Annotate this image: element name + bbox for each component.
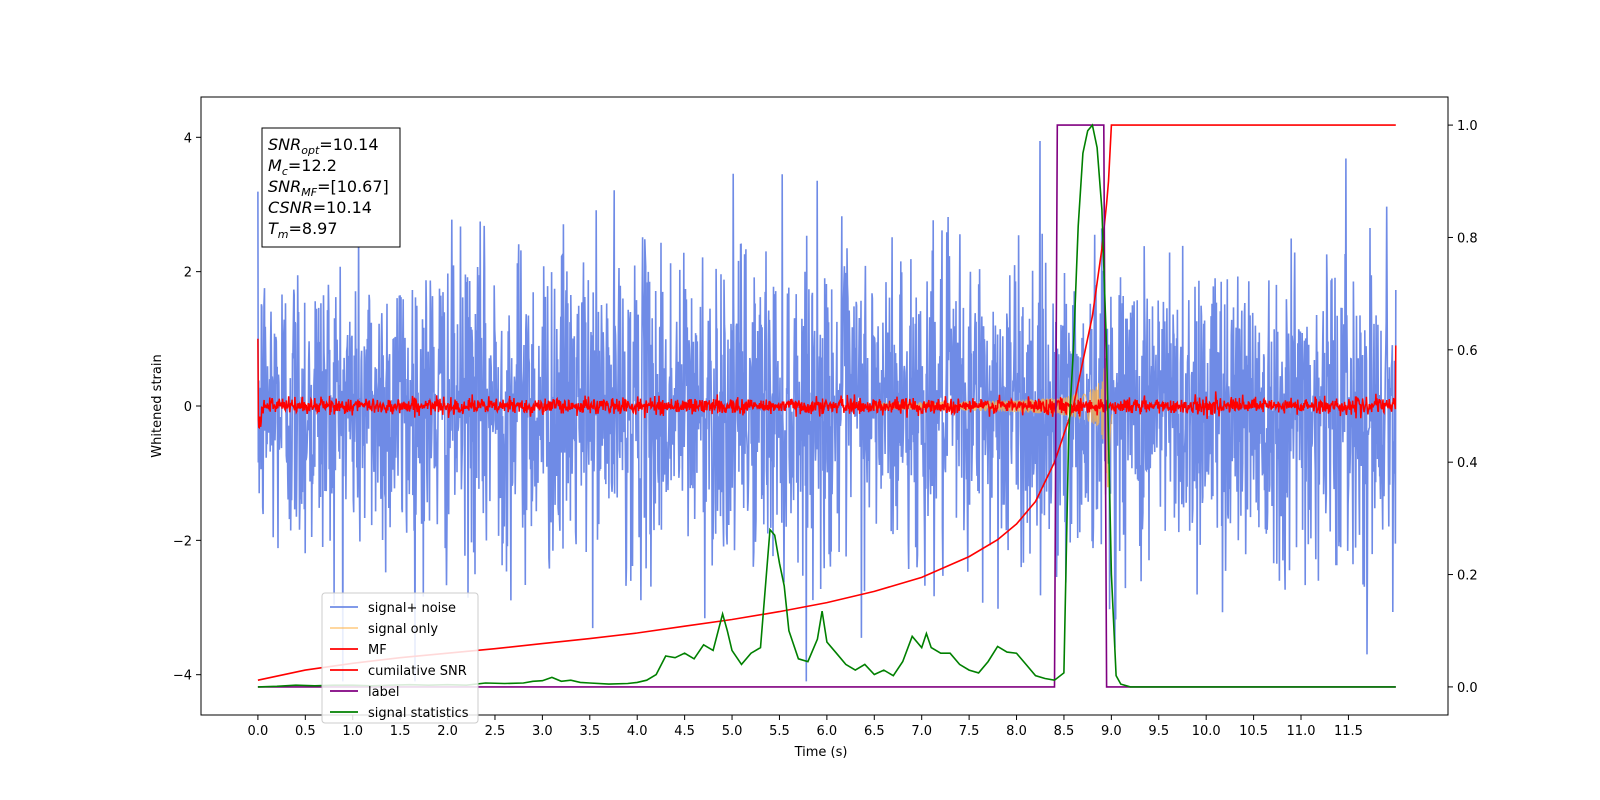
y-right-tick-label: 0.0: [1457, 681, 1478, 696]
y-right-tick-label: 0.4: [1457, 456, 1478, 471]
legend-label: cumilative SNR: [368, 664, 467, 679]
x-tick-label: 2.0: [437, 724, 458, 739]
x-tick-label: 9.5: [1148, 724, 1169, 739]
x-tick-label: 10.5: [1239, 724, 1268, 739]
x-tick-label: 8.0: [1006, 724, 1027, 739]
x-tick-label: 7.0: [911, 724, 932, 739]
x-tick-label: 8.5: [1054, 724, 1075, 739]
legend-label: label: [368, 685, 399, 700]
legend-label: signal+ noise: [368, 601, 456, 616]
y-right-tick-label: 0.6: [1457, 344, 1478, 359]
x-tick-label: 0.0: [248, 724, 269, 739]
y-left-tick-label: −2: [173, 534, 192, 549]
annotation-box: SNRopt=10.14Mc=12.2SNRMF=[10.67]CSNR=10.…: [261, 127, 401, 248]
annotation-line: Mc=12.2: [268, 156, 337, 178]
x-tick-label: 9.0: [1101, 724, 1122, 739]
legend: signal+ noise signal only MF cumilative SNR…: [321, 592, 479, 724]
x-tick-label: 4.5: [674, 724, 695, 739]
y-right-tick-label: 1.0: [1457, 119, 1478, 134]
x-tick-label: 2.5: [485, 724, 506, 739]
x-axis: 0.0 0.5 1.0 1.5 2.0 2.5 3.0 3.5 4.0 4.5 5.0 5.5 6.0 6…: [248, 715, 1363, 739]
y-left-tick-label: 4: [184, 131, 192, 146]
y-right-tick-label: 0.8: [1457, 231, 1478, 246]
annotation-line: CSNR=10.14: [268, 198, 372, 217]
annotation-line: Tm=8.97: [268, 219, 338, 241]
x-tick-label: 0.5: [295, 724, 316, 739]
annotation-line: SNRMF=[10.67]: [268, 177, 389, 199]
series-signal-noise: [257, 140, 1397, 682]
x-tick-label: 1.0: [342, 724, 363, 739]
series-signal-statistics: [257, 123, 1396, 688]
x-tick-label: 3.5: [579, 724, 600, 739]
y-axis-left: −4 −2 0 2 4: [173, 131, 201, 684]
x-tick-label: 10.0: [1192, 724, 1221, 739]
x-tick-label: 4.0: [627, 724, 648, 739]
legend-label: signal only: [368, 622, 438, 637]
annotation-line: SNRopt=10.14: [268, 135, 379, 157]
series-mf: [257, 338, 1397, 430]
y-right-tick-label: 0.2: [1457, 569, 1478, 584]
y-axis-label: Whitened strain: [150, 354, 165, 457]
y-left-tick-label: 2: [184, 266, 192, 281]
x-tick-label: 5.0: [722, 724, 743, 739]
x-tick-label: 7.5: [959, 724, 980, 739]
x-tick-label: 11.0: [1287, 724, 1316, 739]
x-tick-label: 6.5: [864, 724, 885, 739]
x-axis-label: Time (s): [794, 745, 848, 760]
y-left-tick-label: 0: [184, 400, 192, 415]
legend-label: MF: [368, 643, 387, 658]
legend-label: signal statistics: [368, 706, 469, 721]
y-axis-right: 0.0 0.2 0.4 0.6 0.8 1.0: [1448, 119, 1478, 696]
y-left-tick-label: −4: [173, 669, 192, 684]
x-tick-label: 1.5: [390, 724, 411, 739]
x-tick-label: 6.0: [817, 724, 838, 739]
x-tick-label: 3.0: [532, 724, 553, 739]
x-tick-label: 5.5: [769, 724, 790, 739]
x-tick-label: 11.5: [1334, 724, 1363, 739]
